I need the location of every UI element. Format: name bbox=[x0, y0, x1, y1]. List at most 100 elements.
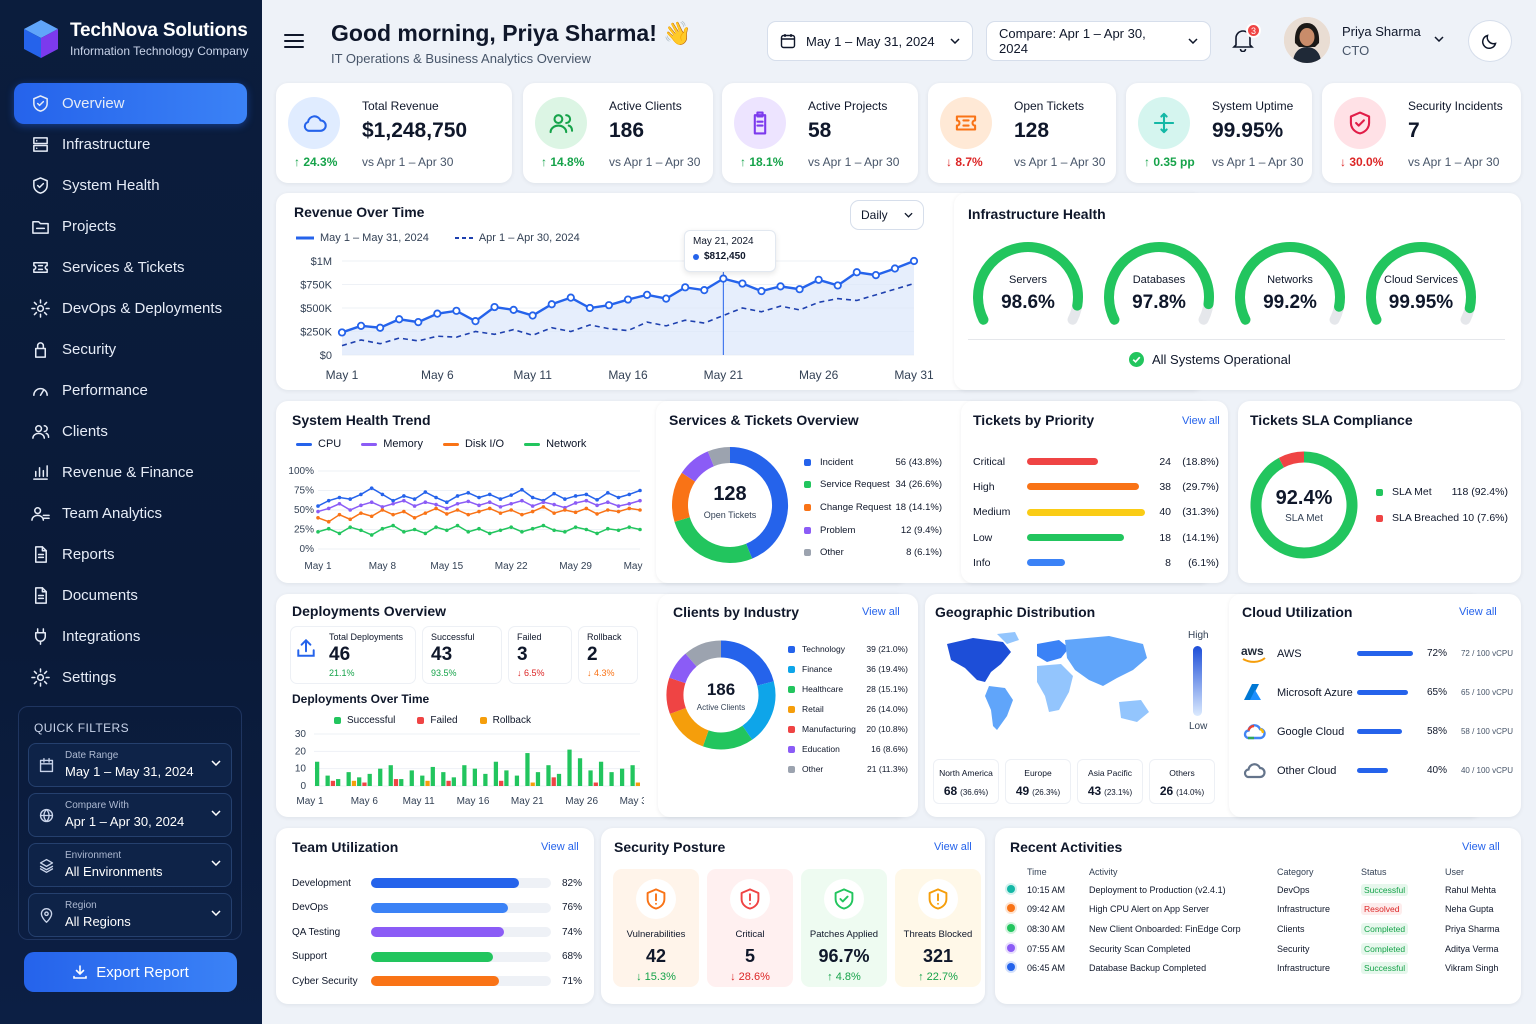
asia-region[interactable] bbox=[1065, 636, 1147, 686]
filter-compare-with[interactable]: Compare With Apr 1 – Apr 30, 2024 bbox=[28, 793, 232, 837]
priority-row[interactable]: High 38 (29.7%) bbox=[973, 474, 1219, 499]
region-others[interactable]: Others 26 (14.0%) bbox=[1149, 759, 1215, 804]
deploy-stat-successful[interactable]: Successful 43 93.5% bbox=[422, 626, 502, 684]
data-point[interactable] bbox=[547, 300, 556, 309]
theme-toggle-button[interactable] bbox=[1468, 20, 1512, 62]
bar-successful[interactable] bbox=[556, 773, 562, 786]
data-point[interactable] bbox=[814, 275, 823, 284]
slice-technology[interactable] bbox=[720, 640, 774, 687]
slice-other[interactable] bbox=[685, 640, 722, 667]
table-row[interactable]: 09:42 AM High CPU Alert on App Server Infr… bbox=[1007, 900, 1513, 920]
gauge-cloud-services[interactable]: Cloud Services 99.95% bbox=[1361, 237, 1481, 327]
slice-sla-met[interactable] bbox=[1250, 451, 1358, 559]
gauge-networks[interactable]: Networks 99.2% bbox=[1230, 237, 1350, 327]
data-point[interactable] bbox=[871, 270, 880, 280]
data-point[interactable] bbox=[852, 268, 861, 277]
bar-successful[interactable] bbox=[493, 761, 499, 786]
data-point[interactable] bbox=[890, 264, 900, 273]
security-tile-vulnerabilities[interactable]: Vulnerabilities 42 ↓ 15.3% bbox=[613, 869, 699, 987]
data-point[interactable] bbox=[662, 294, 671, 303]
sidebar-item-infrastructure[interactable]: Infrastructure bbox=[14, 124, 247, 165]
bar-successful[interactable] bbox=[483, 773, 488, 786]
sidebar-item-projects[interactable]: Projects bbox=[14, 206, 247, 247]
data-point[interactable] bbox=[738, 279, 747, 288]
data-point[interactable] bbox=[356, 321, 366, 330]
bar-failed[interactable] bbox=[499, 780, 504, 786]
slice-retail[interactable] bbox=[669, 707, 709, 747]
slice-service-request[interactable] bbox=[674, 516, 753, 563]
services-donut-chart[interactable] bbox=[668, 443, 792, 567]
bar-successful[interactable] bbox=[609, 772, 614, 786]
kpi-card-security-incidents[interactable]: Security Incidents 7 ↓ 30.0% vs Apr 1 – Apr… bbox=[1322, 83, 1521, 183]
data-point[interactable] bbox=[909, 256, 919, 266]
slice-healthcare[interactable] bbox=[702, 725, 753, 750]
data-point[interactable] bbox=[623, 295, 633, 304]
bar-rollback[interactable] bbox=[530, 782, 535, 786]
bar-rollback[interactable] bbox=[351, 780, 357, 786]
data-point[interactable] bbox=[585, 303, 594, 313]
kpi-card-open-tickets[interactable]: Open Tickets 128 ↓ 8.7% vs Apr 1 – Apr 30 bbox=[928, 83, 1116, 183]
slice-finance[interactable] bbox=[742, 681, 776, 740]
slice-sla-breached[interactable] bbox=[1278, 451, 1305, 468]
team-row[interactable]: Cyber Security 71% bbox=[292, 969, 582, 994]
sidebar-item-settings[interactable]: Settings bbox=[14, 657, 247, 698]
menu-icon[interactable] bbox=[284, 33, 304, 49]
clients-donut-chart[interactable] bbox=[664, 634, 778, 756]
table-row[interactable]: 10:15 AM Deployment to Production (v2.4.1… bbox=[1007, 880, 1513, 900]
bar-successful[interactable] bbox=[367, 773, 372, 786]
brand-logo[interactable]: TechNova Solutions Information Technolog… bbox=[22, 18, 249, 60]
compare-select[interactable]: Compare: Apr 1 – Apr 30, 2024 bbox=[986, 21, 1211, 61]
data-point[interactable] bbox=[452, 306, 461, 315]
region-north-america[interactable]: North America 68 (36.6%) bbox=[933, 759, 999, 804]
slice-problem[interactable] bbox=[681, 451, 715, 483]
sidebar-item-performance[interactable]: Performance bbox=[14, 370, 247, 411]
security-tile-threats-blocked[interactable]: Threats Blocked 321 ↑ 22.7% bbox=[895, 869, 981, 987]
kpi-card-active-clients[interactable]: Active Clients 186 ↑ 14.8% vs Apr 1 – Apr 3… bbox=[523, 83, 713, 183]
bar-successful[interactable] bbox=[546, 765, 551, 786]
bar-successful[interactable] bbox=[567, 749, 572, 786]
security-tile-critical[interactable]: Critical 5 ↓ 28.6% bbox=[707, 869, 793, 987]
priority-row[interactable]: Medium 40 (31.3%) bbox=[973, 500, 1219, 525]
team-row[interactable]: Support 68% bbox=[292, 945, 582, 970]
cloud-row-microsoft-azure[interactable]: Microsoft Azure 65% 65 / 100 vCPU bbox=[1241, 673, 1513, 712]
kpi-card-system-uptime[interactable]: System Uptime 99.95% ↑ 0.35 pp vs Apr 1 – A… bbox=[1126, 83, 1312, 183]
sidebar-item-overview[interactable]: Overview bbox=[14, 83, 247, 124]
priority-row[interactable]: Critical 24 (18.8%) bbox=[973, 449, 1219, 474]
export-report-button[interactable]: Export Report bbox=[24, 952, 237, 992]
bar-successful[interactable] bbox=[430, 766, 435, 786]
sidebar-item-services-tickets[interactable]: Services & Tickets bbox=[14, 247, 247, 288]
data-point[interactable] bbox=[566, 293, 575, 302]
team-row[interactable]: DevOps 76% bbox=[292, 896, 582, 921]
data-point[interactable] bbox=[719, 274, 728, 283]
sidebar-item-system-health[interactable]: System Health bbox=[14, 165, 247, 206]
bar-successful[interactable] bbox=[588, 770, 593, 786]
data-point[interactable] bbox=[471, 317, 480, 326]
bar-successful[interactable] bbox=[577, 758, 583, 786]
bar-successful[interactable] bbox=[525, 753, 530, 786]
bar-successful[interactable] bbox=[399, 779, 404, 786]
slice-manufacturing[interactable] bbox=[666, 677, 686, 714]
cloud-row-aws[interactable]: aws AWS 72% 72 / 100 vCPU bbox=[1241, 634, 1513, 673]
table-row[interactable]: 07:55 AM Security Scan Completed Security C… bbox=[1007, 939, 1513, 959]
bar-successful[interactable] bbox=[315, 761, 320, 786]
region-asia-pacific[interactable]: Asia Pacific 43 (23.1%) bbox=[1077, 759, 1143, 804]
data-point[interactable] bbox=[376, 323, 385, 332]
slice-education[interactable] bbox=[669, 653, 697, 684]
deploy-stat-total-deployments[interactable]: Total Deployments 46 21.1% bbox=[290, 626, 416, 684]
period-select[interactable]: Daily bbox=[850, 200, 924, 230]
avatar[interactable] bbox=[1284, 17, 1330, 63]
data-point[interactable] bbox=[833, 281, 842, 290]
priority-row[interactable]: Info 8 (6.1%) bbox=[973, 550, 1219, 575]
sidebar-item-clients[interactable]: Clients bbox=[14, 411, 247, 452]
data-point[interactable] bbox=[337, 328, 347, 337]
bar-successful[interactable] bbox=[472, 768, 477, 786]
deploy-stat-failed[interactable]: Failed 3 ↓ 6.5% bbox=[508, 626, 572, 684]
bar-successful[interactable] bbox=[325, 775, 330, 786]
bar-successful[interactable] bbox=[535, 772, 541, 786]
kpi-card-active-projects[interactable]: Active Projects 58 ↑ 18.1% vs Apr 1 – Apr 3… bbox=[722, 83, 918, 183]
deploy-chart[interactable]: 0 10 20 30 May 1 May 6 May 11 May 16 May 21 May 2… bbox=[284, 730, 644, 816]
data-point[interactable] bbox=[433, 309, 442, 318]
australia-region[interactable] bbox=[1119, 700, 1149, 722]
bar-successful[interactable] bbox=[598, 761, 604, 786]
region-europe[interactable]: Europe 49 (26.3%) bbox=[1005, 759, 1071, 804]
